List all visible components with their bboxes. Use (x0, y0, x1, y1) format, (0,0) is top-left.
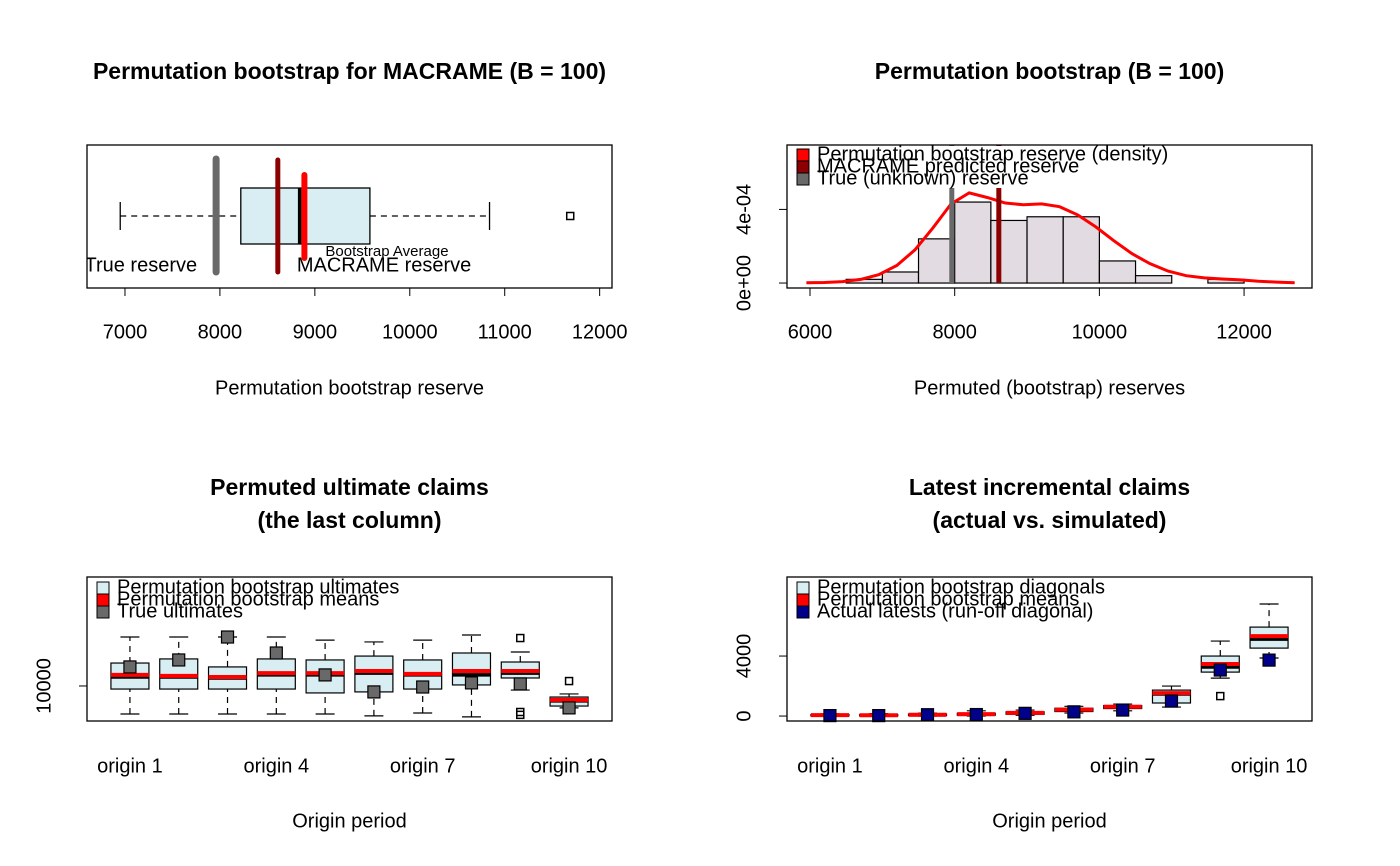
legend-swatch (796, 148, 810, 162)
chart-title: (actual vs. simulated) (933, 507, 1167, 533)
bar (990, 219, 1028, 284)
bar (1134, 275, 1173, 284)
legend-label: Permutation bootstrap means (117, 588, 379, 610)
plot-frame (86, 144, 613, 289)
legend-swatch (796, 160, 810, 174)
x-tick-label: origin 7 (1090, 755, 1156, 777)
x-tick-label: 6000 (788, 321, 833, 343)
x-tick-label: 7000 (103, 321, 148, 343)
point (416, 680, 430, 694)
x-tick-label: 8000 (932, 321, 977, 343)
x-tick-label: origin 7 (390, 755, 456, 777)
point (513, 677, 527, 691)
reference-label: Bootstrap Average (325, 243, 448, 260)
point (220, 630, 235, 644)
y-tick-label: 10000 (33, 658, 55, 714)
x-axis-label: Origin period (292, 810, 407, 832)
reference-label: True reserve (84, 254, 197, 276)
x-tick-label: origin 1 (97, 755, 163, 777)
chart-title: Permutation bootstrap (B = 100) (875, 58, 1225, 84)
point (464, 676, 479, 690)
legend-swatch (796, 172, 810, 186)
legend-label: True ultimates (117, 600, 243, 622)
outlier (1216, 691, 1225, 701)
legend-swatch (796, 593, 810, 607)
legend-label: Permutation bootstrap means (817, 588, 1079, 610)
x-tick-label: 11000 (478, 321, 532, 343)
legend-label: Actual latests (run-off diagonal) (817, 600, 1093, 622)
x-tick-label: 12000 (1216, 321, 1272, 343)
x-tick-label: origin 10 (1231, 755, 1308, 777)
plot-frame (786, 144, 1313, 289)
point (562, 701, 576, 715)
point (1213, 663, 1227, 677)
point (318, 668, 332, 682)
x-tick-label: 10000 (1072, 321, 1128, 343)
x-tick-label: origin 1 (797, 755, 863, 777)
chart-title: Latest incremental claims (909, 474, 1190, 500)
bar (917, 238, 956, 284)
x-tick-label: 8000 (198, 321, 243, 343)
x-axis-label: Permuted (bootstrap) reserves (914, 377, 1185, 399)
legend-background (788, 146, 1213, 188)
point (1018, 706, 1032, 720)
outlier (564, 676, 574, 686)
bar (881, 271, 920, 284)
outlier (516, 710, 525, 720)
legend-label: Permutation bootstrap diagonals (817, 576, 1105, 598)
chart-title: (the last column) (257, 507, 441, 533)
bar (1098, 260, 1137, 284)
legend-swatch (96, 593, 110, 607)
x-tick-label: 10000 (382, 321, 438, 343)
plot-frame (786, 576, 1313, 722)
point (1262, 653, 1276, 667)
x-tick-label: origin 4 (944, 755, 1010, 777)
legend-swatch (796, 605, 810, 619)
legend-swatch (96, 605, 110, 619)
x-tick-label: origin 4 (244, 755, 310, 777)
legend-label: Permutation bootstrap ultimates (117, 576, 399, 598)
x-axis-label: Permutation bootstrap reserve (215, 377, 484, 399)
y-tick-label: 4e-04 (733, 184, 755, 235)
bar (1062, 216, 1100, 284)
point (172, 653, 186, 667)
plot-frame (86, 576, 613, 722)
x-tick-label: 12000 (572, 321, 628, 343)
point (1116, 703, 1130, 717)
y-tick-label: 4000 (733, 634, 755, 679)
legend-label: MACRAME predicted reserve (817, 155, 1079, 177)
legend-swatch (96, 581, 110, 595)
bar (1026, 216, 1064, 284)
x-tick-label: 9000 (293, 321, 338, 343)
y-tick-label: 0e+00 (733, 255, 755, 311)
point (123, 660, 137, 674)
chart-title: Permutation bootstrap for MACRAME (B = 1… (93, 58, 606, 84)
point (969, 707, 983, 722)
point (920, 708, 935, 722)
point (1164, 694, 1179, 708)
chart-title: Permuted ultimate claims (210, 474, 489, 500)
reference-label: MACRAME reserve (297, 254, 471, 276)
legend-swatch (796, 581, 810, 595)
legend-label: Permutation bootstrap reserve (density) (817, 143, 1168, 165)
point (269, 646, 283, 660)
legend-background (88, 578, 513, 620)
outlier (516, 633, 525, 643)
point (823, 708, 837, 723)
bar (954, 201, 992, 284)
y-tick-label: 0 (733, 710, 755, 721)
density-curve (806, 191, 1295, 285)
legend-label: True (unknown) reserve (817, 167, 1029, 189)
x-axis-label: Origin period (992, 810, 1107, 832)
point (1067, 705, 1081, 719)
x-tick-label: origin 10 (531, 755, 608, 777)
outlier (565, 211, 575, 221)
legend-background (788, 578, 1213, 620)
point (367, 685, 381, 699)
point (872, 708, 886, 723)
